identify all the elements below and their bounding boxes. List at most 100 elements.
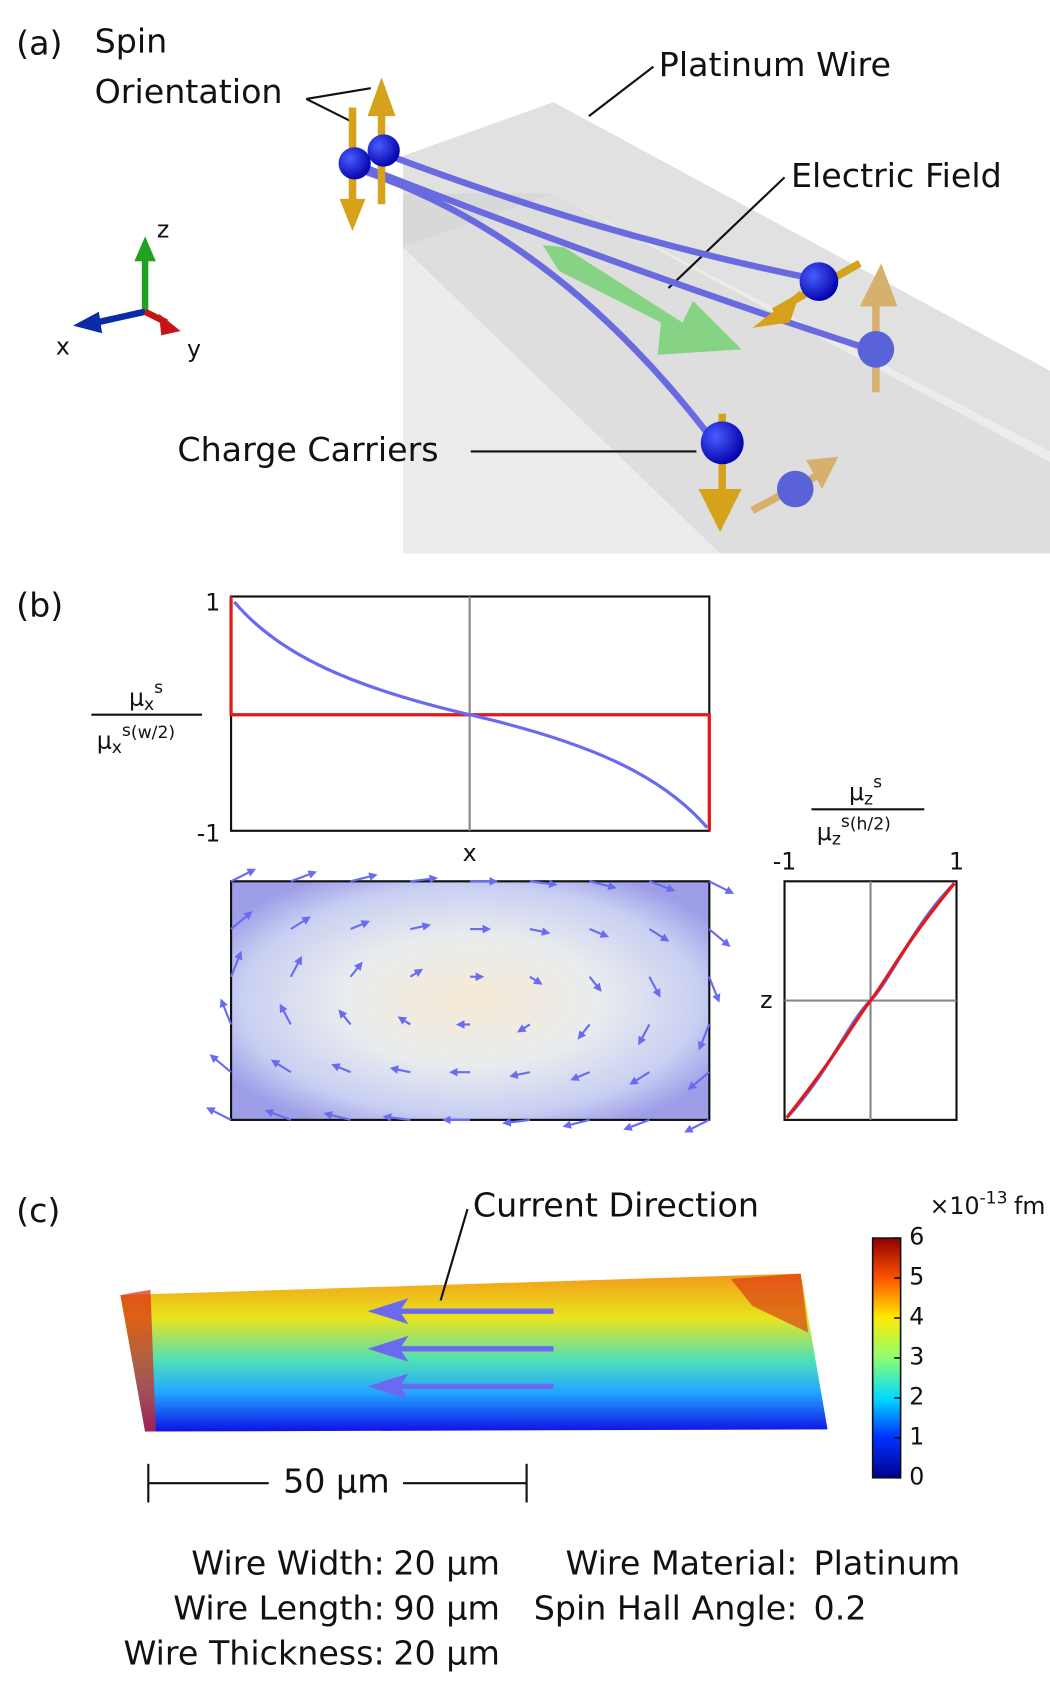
denominator: μzs(h/2) — [817, 812, 891, 849]
quiver-arrow — [389, 1065, 411, 1074]
colorbar-tick-label: 1 — [909, 1422, 924, 1450]
panel-label: (a) — [16, 24, 62, 63]
quiver-arrow — [219, 998, 233, 1025]
quiver-arrow — [648, 928, 670, 942]
contour-map — [229, 880, 711, 1121]
quiver-arrow — [209, 1054, 232, 1073]
annotation: Orientation — [95, 72, 283, 111]
quiver-arrow — [517, 1023, 531, 1033]
quiver-arrow — [289, 955, 302, 978]
quiver-arrow — [230, 868, 257, 883]
annotation: Charge Carriers — [177, 430, 438, 469]
quiver-arrow — [230, 950, 243, 978]
panel-label: (c) — [16, 1191, 60, 1230]
param-value: Platinum — [814, 1543, 961, 1582]
colorbar-unit: ×10-13 fm — [930, 1188, 1046, 1219]
quiver-arrow — [588, 976, 602, 992]
quiver-arrow — [338, 1009, 352, 1026]
leader — [439, 1208, 469, 1301]
quiver-arrow — [410, 874, 439, 884]
quiver-arrow — [697, 1024, 711, 1051]
quiver-arrow — [382, 1113, 411, 1122]
wire-edge — [120, 1289, 156, 1432]
quiver-arrow — [562, 1118, 590, 1129]
quiver-arrow — [623, 1118, 650, 1131]
param-label: Wire Width: — [191, 1543, 384, 1582]
tick-label: -1 — [197, 820, 221, 848]
quiver-arrow — [638, 1023, 651, 1046]
quiver-arrow — [323, 1111, 351, 1121]
denominator: μxs(w/2) — [97, 721, 175, 758]
panel-label: (b) — [16, 586, 63, 625]
annotation: Current Direction — [473, 1185, 759, 1224]
leader — [588, 65, 655, 117]
quiver-arrow — [349, 961, 363, 978]
param-value: 20 μm — [393, 1634, 500, 1673]
axis-triad — [73, 236, 181, 336]
leader — [306, 87, 371, 100]
numerator: μxs — [129, 678, 163, 715]
colorbar-tick-label: 3 — [909, 1342, 924, 1370]
quiver-arrow — [350, 872, 378, 883]
spins — [338, 77, 898, 533]
quiver-arrow — [648, 976, 661, 998]
quiver-arrow — [684, 1118, 710, 1133]
quiver-arrow — [409, 968, 424, 978]
axis-label: x — [463, 839, 477, 867]
quiver-arrow — [629, 1071, 650, 1085]
scale-bar — [147, 1463, 528, 1503]
quiver-arrow — [577, 1023, 591, 1040]
colorbar-tick-label: 4 — [909, 1302, 924, 1330]
numerator: μzs — [849, 772, 882, 809]
axis-label: z — [760, 986, 772, 1014]
wire-surface — [120, 1273, 828, 1432]
quiver-arrow — [397, 1016, 411, 1026]
quiver-arrow — [708, 976, 721, 1003]
quiver-arrow — [708, 928, 731, 947]
quiver — [206, 868, 735, 1133]
quiver-arrow — [230, 911, 253, 930]
param-value: 20 μm — [393, 1543, 500, 1582]
tick-label: 1 — [205, 589, 220, 617]
colorbar-tick-label: 5 — [909, 1263, 924, 1291]
quiver-arrow — [410, 922, 431, 931]
quiver-arrow — [687, 1071, 710, 1091]
colorbar-tick-label: 2 — [909, 1382, 924, 1410]
quiver-arrow — [529, 879, 558, 888]
fraction: μxs μxs(w/2) — [91, 678, 203, 758]
quiver-arrow — [708, 880, 735, 894]
trajectory — [353, 160, 861, 350]
quiver-arrow — [589, 928, 610, 938]
quiver-arrow — [290, 916, 311, 930]
quiver-arrow — [270, 1059, 292, 1074]
wire-top — [403, 102, 1050, 452]
tick-label: 1 — [949, 848, 964, 876]
param-label: Wire Material: — [565, 1543, 797, 1582]
trajectory — [359, 166, 718, 445]
tick-label: -1 — [773, 848, 797, 876]
wire-edge — [730, 1273, 809, 1333]
axis-label: z — [157, 216, 169, 244]
quiver-arrow — [264, 1109, 292, 1121]
quiver-arrow — [279, 1003, 292, 1025]
leader — [305, 97, 350, 122]
profile-curve — [785, 882, 956, 1119]
field-arrow — [542, 245, 742, 355]
profile-curve — [233, 600, 709, 829]
leader — [667, 176, 786, 289]
param-label: Wire Thickness: — [123, 1634, 384, 1673]
colorbar-tick-label: 6 — [909, 1223, 924, 1251]
quiver-arrow — [331, 1063, 351, 1074]
param-label: Spin Hall Angle: — [534, 1588, 798, 1627]
quiver-arrow — [502, 1118, 530, 1127]
scale-bar-label: 50 μm — [283, 1462, 390, 1501]
param-value: 0.2 — [814, 1588, 867, 1627]
quiver-arrow — [570, 1071, 591, 1081]
quiver-arrow — [290, 870, 317, 883]
annotation: Spin — [95, 22, 168, 61]
param-label: Wire Length: — [173, 1588, 385, 1627]
quiver-arrow — [529, 975, 543, 985]
fraction: μzs μzs(h/2) — [811, 772, 925, 849]
